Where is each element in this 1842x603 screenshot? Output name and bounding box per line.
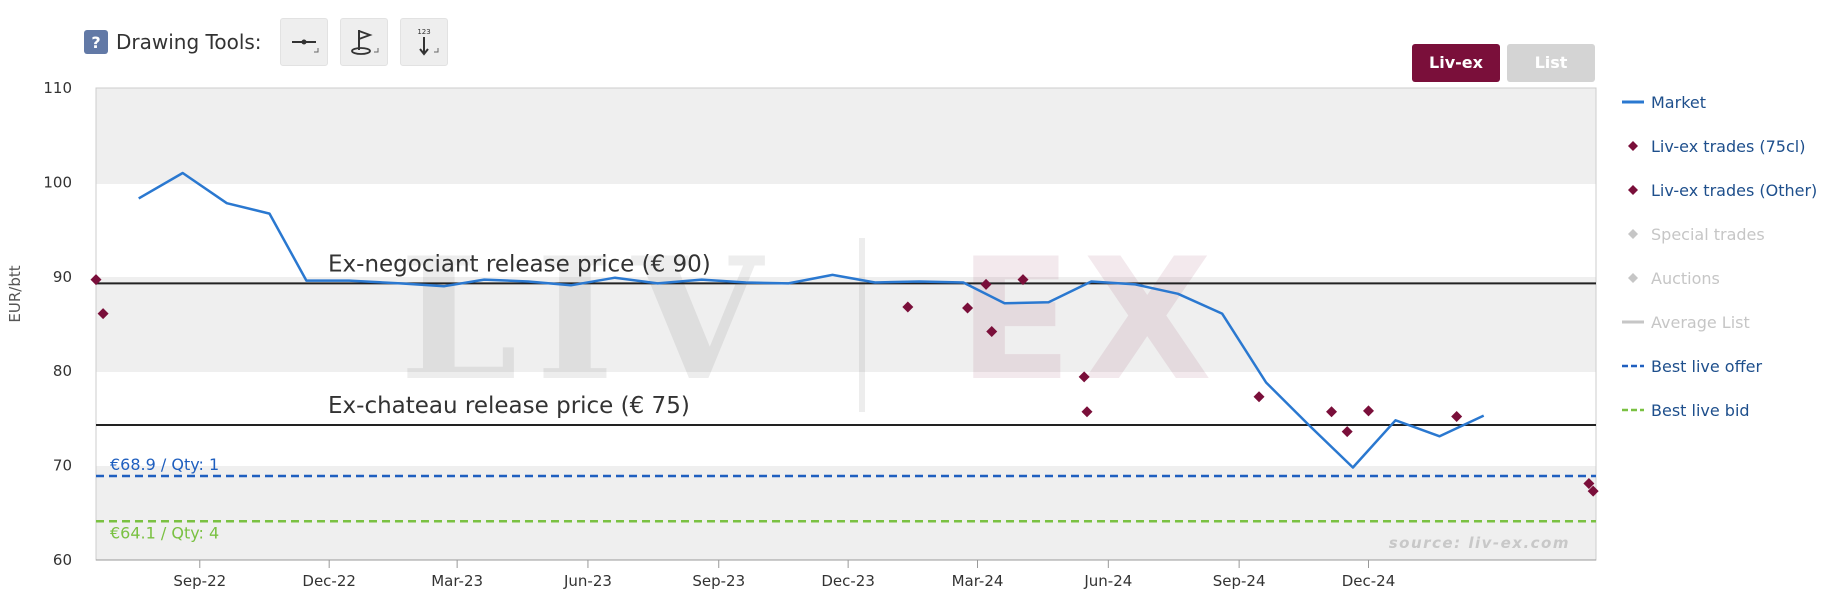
x-tick-label: Jun-23 [563,572,612,590]
x-tick-label: Sep-22 [173,572,226,590]
measure-tool-icon: 123 [417,28,439,56]
list-button-label: List [1535,53,1568,72]
measure-tool-button[interactable]: 123 [399,18,448,66]
watermark-text-left: LIV [399,220,780,418]
trade-marker [97,308,109,320]
release-price-lines: Ex-negociant release price (€ 90) Ex-chat… [96,251,1596,427]
line-tool-button[interactable] [279,18,328,66]
x-axis: Sep-22 Dec-22 Mar-23 Jun-23 Sep-23 Dec-23 Mar-… [96,559,1596,590]
legend-item-label: Average List [1651,313,1750,332]
x-tick-label: Sep-24 [1213,572,1266,590]
release-price-label: Ex-negociant release price (€ 90) [328,251,711,277]
y-tick-label: 80 [53,362,72,380]
live-price-label: €64.1 / Qty: 4 [110,523,219,542]
x-tick-label: Dec-23 [821,572,875,590]
legend-item-label: Best live bid [1651,401,1750,420]
trade-marker [1583,478,1595,490]
measure-tool-glyph: 123 [417,28,430,36]
trade-marker [1078,371,1090,383]
trade-marker [1081,406,1093,418]
y-tick-label: 70 [53,457,72,475]
liv-ex-button[interactable] [1412,44,1500,82]
trade-marker [1451,411,1463,423]
legend-item-label: Special trades [1651,225,1765,244]
band-60-70 [96,466,1596,560]
trade-marker [902,301,914,313]
x-tick-label: Dec-24 [1342,572,1396,590]
trade-marker [90,274,102,286]
legend-item-label: Market [1651,93,1706,112]
legend-diamond-swatch [1628,229,1638,239]
line-tool-icon [291,39,319,53]
flag-tool-button[interactable] [339,18,388,66]
market-series [138,171,1485,469]
watermark-text-right: EX [958,222,1222,418]
y-tick-label: 60 [53,551,72,569]
source-note: source: liv-ex.com [1389,534,1570,552]
market-line [138,171,1485,469]
x-tick-label: Sep-23 [692,572,745,590]
flag-tool-icon [350,30,379,55]
legend-diamond-swatch [1628,185,1638,195]
trade-markers [90,274,1599,497]
y-tick-label: 90 [53,268,72,286]
live-price-lines: €68.9 / Qty: 1 €64.1 / Qty: 4 [96,455,1596,542]
plot-bands [95,87,1597,561]
y-axis: 60 70 80 90 100 110 [43,79,72,569]
legend-item-label: Liv-ex trades (75cl) [1651,137,1805,156]
legend-diamond-swatch [1628,273,1638,283]
legend-item-label: Best live offer [1651,357,1762,376]
legend: Market Liv-ex trades (75cl) Liv-ex trades … [1622,93,1817,420]
trade-marker [980,278,992,290]
liv-ex-button-label: Liv-ex [1429,53,1484,72]
drawing-tools-label: Drawing Tools: [116,30,262,54]
drawing-toolbar: ? Drawing Tools: 123 [84,18,460,66]
band-80-90 [96,277,1596,372]
trade-marker [986,326,998,338]
x-tick-label: Dec-22 [302,572,356,590]
x-tick-label: Mar-23 [431,572,483,590]
trade-marker [962,302,974,314]
y-axis-label: EUR/btt [6,265,24,322]
x-tick-label: Jun-24 [1083,572,1132,590]
band-100-110 [96,88,1596,184]
trade-marker [1587,485,1599,497]
live-price-label: €68.9 / Qty: 1 [110,455,219,474]
release-price-label: Ex-chateau release price (€ 75) [328,393,690,419]
trade-marker [1326,406,1338,418]
trade-marker [1017,274,1029,286]
trade-marker [1363,405,1375,417]
view-toggle: Liv-ex List [1412,44,1595,82]
trade-marker [1341,426,1353,438]
legend-item-label: Auctions [1651,269,1720,288]
y-tick-label: 110 [43,79,72,97]
list-button[interactable] [1507,44,1595,82]
trade-marker [1253,391,1265,403]
x-tick-label: Mar-24 [952,572,1004,590]
legend-diamond-swatch [1628,141,1638,151]
y-tick-label: 100 [43,173,72,191]
legend-item-label: Liv-ex trades (Other) [1651,181,1817,200]
help-icon[interactable]: ? [84,30,108,54]
watermark: LIV EX [399,220,1222,418]
